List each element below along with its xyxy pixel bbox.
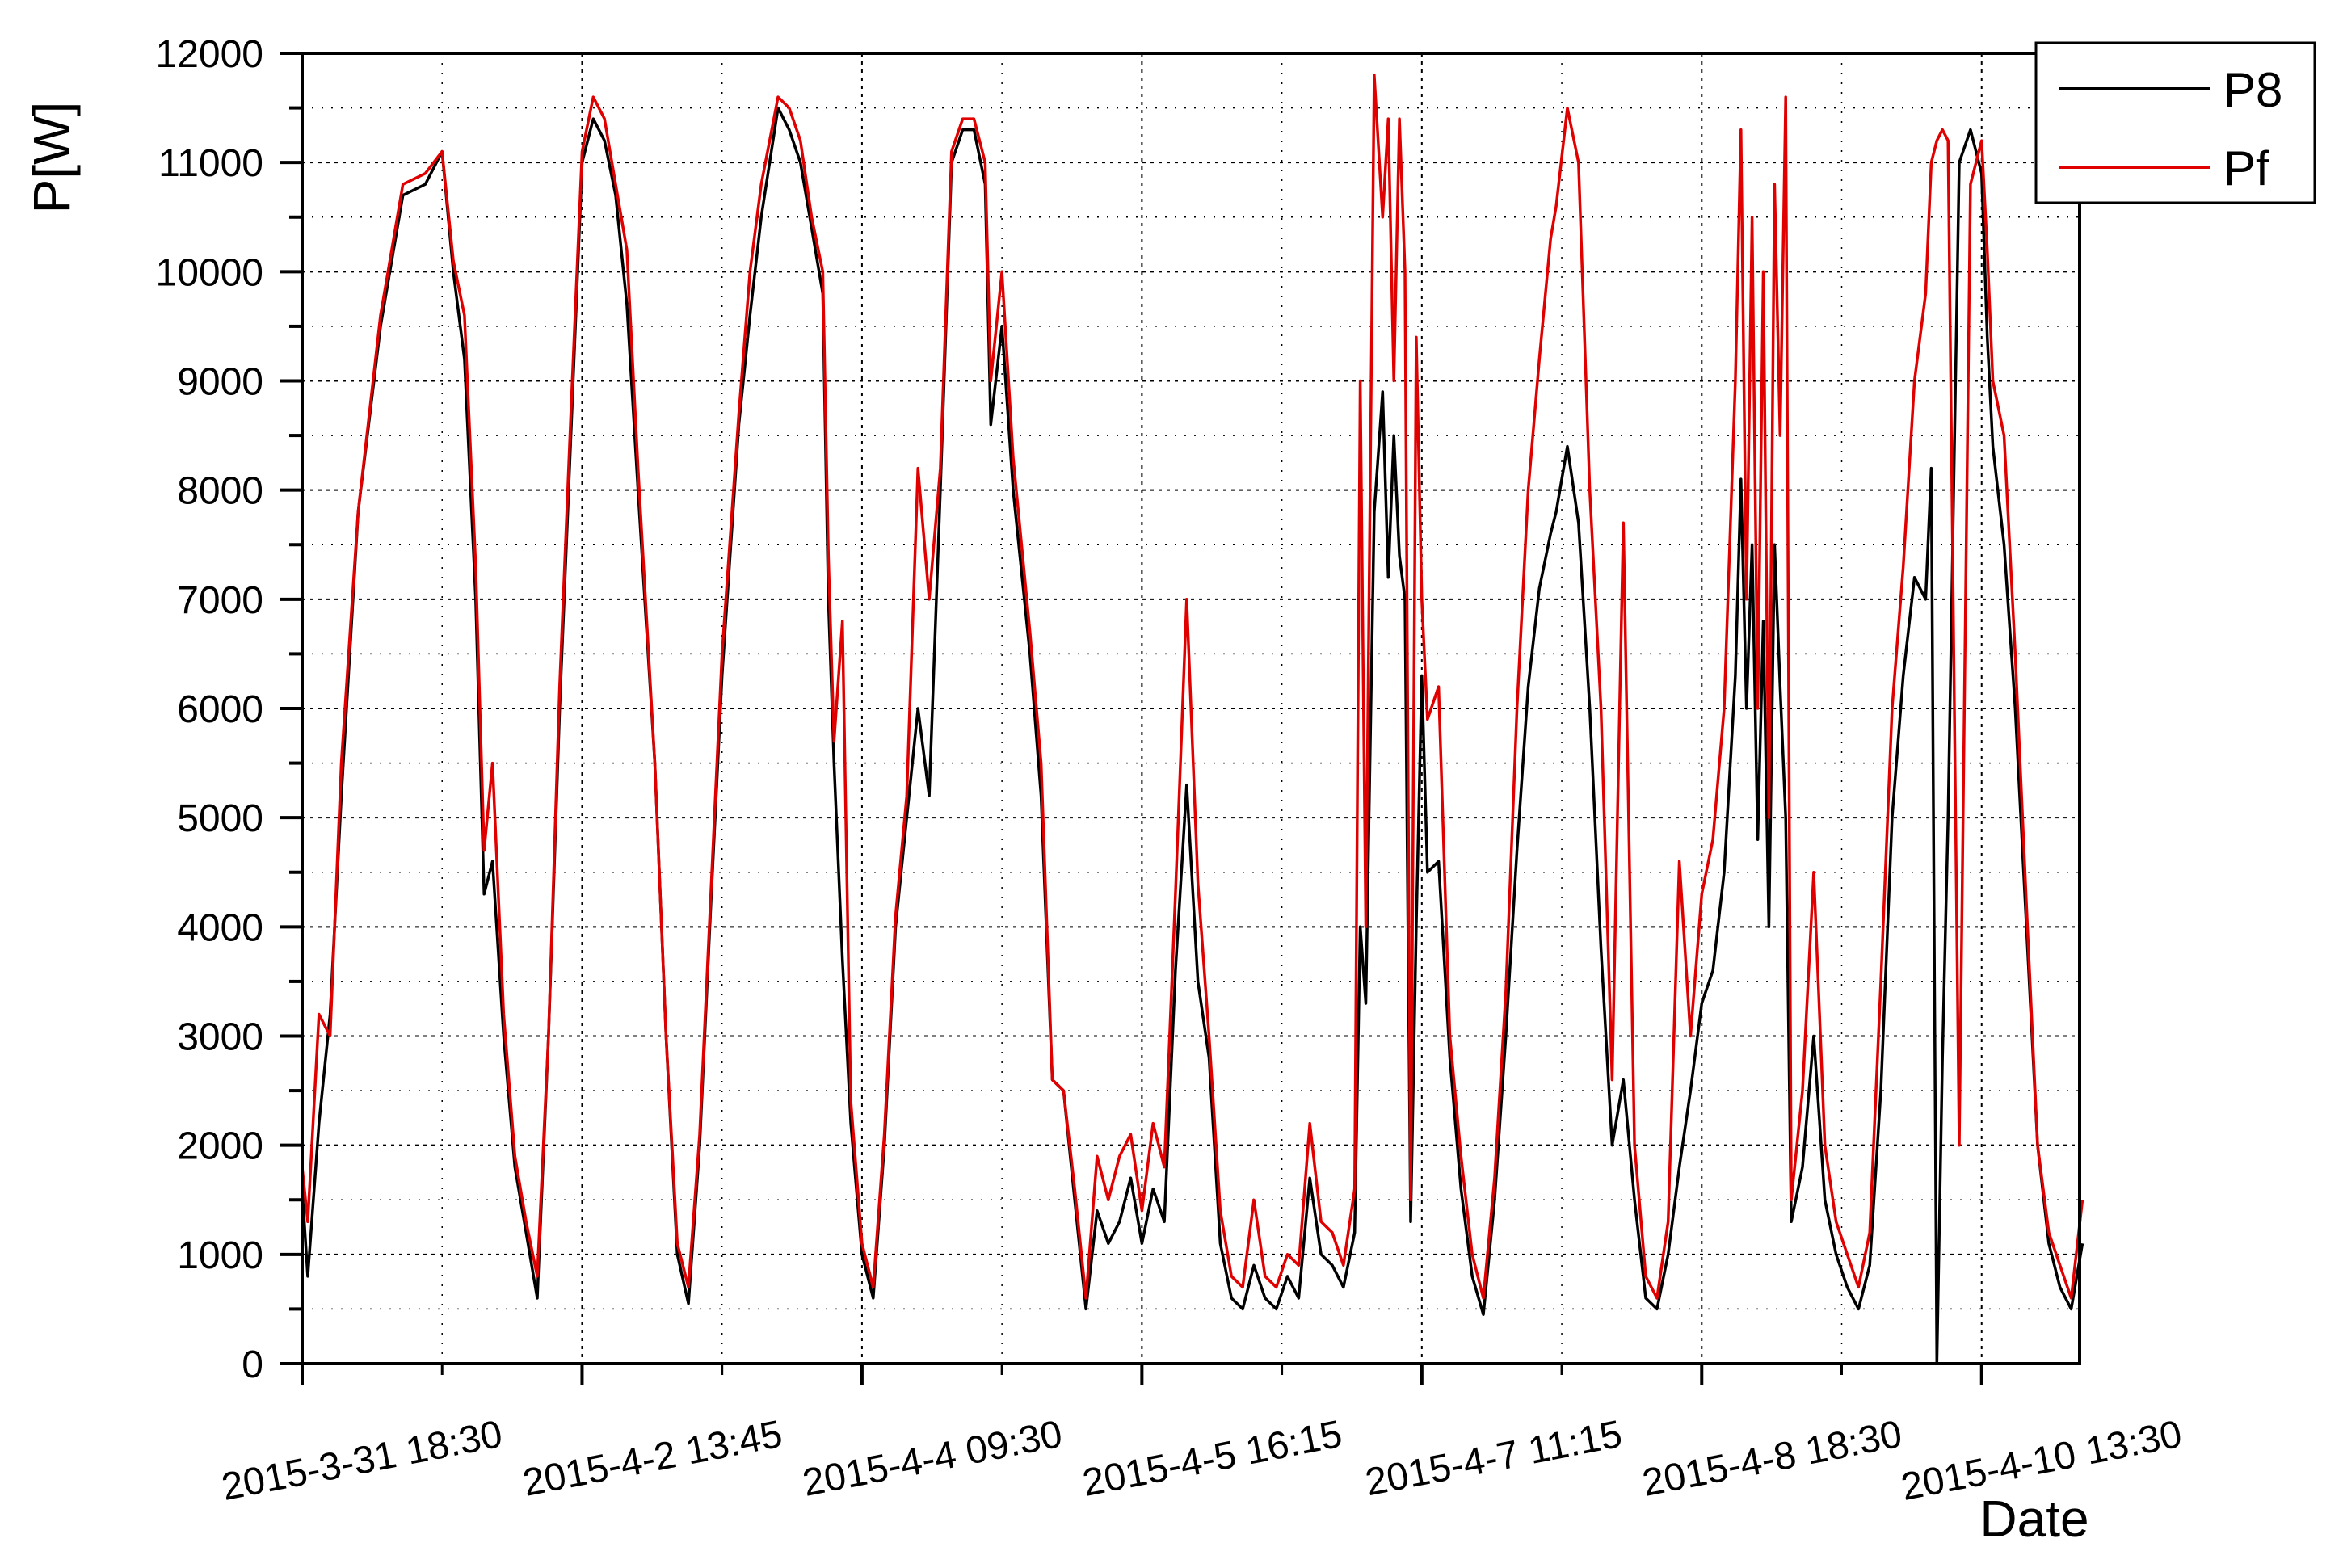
x-axis-title: Date [1979,1490,2089,1548]
x-tick-label: 2015-4-4 09:30 [799,1413,1066,1505]
y-tick-label: 9000 [177,361,263,404]
gridlines [302,53,2080,1364]
y-tick-label: 5000 [177,797,263,840]
legend-label-p8: P8 [2223,63,2282,117]
x-tick-label: 2015-3-31 18:30 [218,1413,506,1509]
y-axis-title: P[W] [23,102,81,214]
y-tick-label: 0 [242,1343,263,1386]
y-tick-label: 6000 [177,688,263,731]
axes: 0 1000 2000 3000 4000 5000 6000 7000 8000 9000 100… [156,33,2185,1509]
x-tick-label: 2015-4-2 13:45 [519,1413,786,1505]
legend: P8 Pf [2034,41,2316,204]
y-tick-label: 12000 [156,33,263,76]
y-tick-label: 1000 [177,1234,263,1277]
y-tick-label: 11000 [158,142,263,185]
y-tick-label: 10000 [156,251,263,294]
y-tick-label: 4000 [177,906,263,949]
y-tick-label: 8000 [177,470,263,513]
y-tick-label: 3000 [177,1016,263,1059]
legend-box [2034,41,2316,204]
y-tick-label: 7000 [177,579,263,622]
x-tick-label: 2015-4-8 18:30 [1639,1413,1906,1505]
x-tick-label: 2015-4-5 16:15 [1079,1413,1346,1505]
series-line-pf [301,74,2084,1300]
legend-label-pf: Pf [2223,141,2269,195]
y-tick-label: 2000 [177,1125,263,1168]
series-layer [301,74,2084,1365]
x-tick-label: 2015-4-7 11:15 [1362,1413,1626,1504]
